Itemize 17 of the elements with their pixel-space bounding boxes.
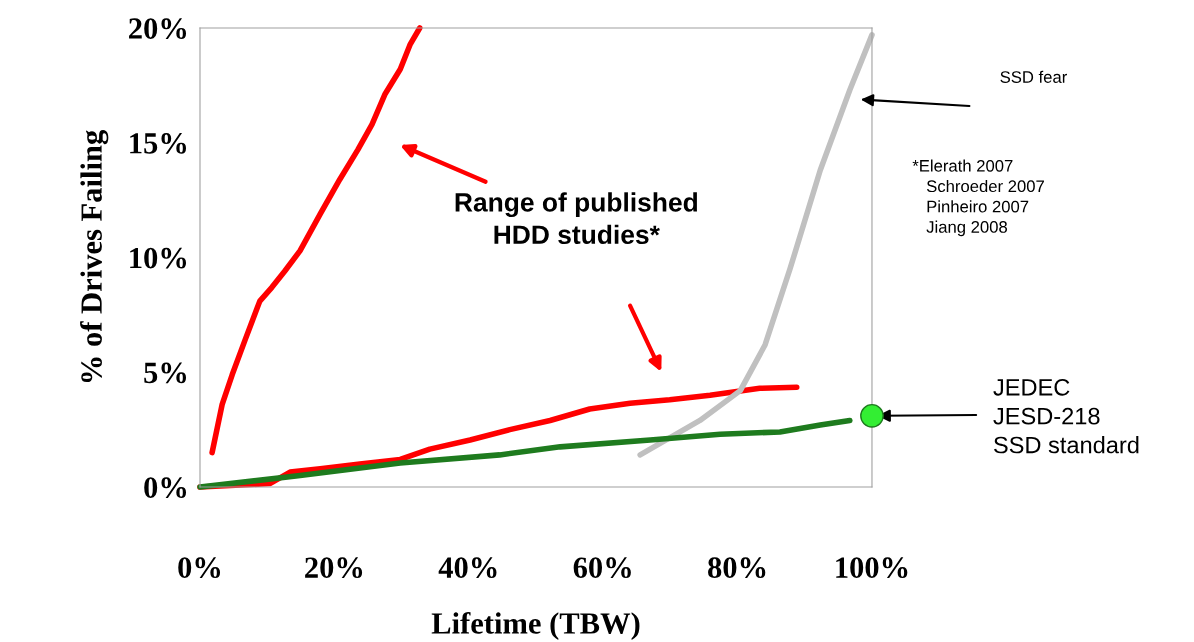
x-tick-label: 40% (438, 557, 497, 579)
x-tick-label: 20% (305, 557, 363, 579)
x-tick-label: 0% (178, 557, 221, 579)
annotation: Range of published HDD studies* (455, 192, 697, 245)
y-tick-label: 0% (144, 477, 187, 499)
y-axis-title: % of Drives Failing (80, 130, 109, 383)
x-tick-label: 60% (573, 557, 631, 579)
annotation: JEDEC JESD-218 SSD standard (993, 378, 1139, 454)
text: *Elerath 2007 Schroeder 2007 Pinheiro 2007 Jiang 2008 (912, 159, 1044, 237)
x-tick-label: 80% (708, 557, 766, 579)
y-tick-label: 20% (129, 18, 187, 39)
y-tick-label: 10% (130, 247, 187, 269)
y-tick-label: 15% (130, 133, 187, 154)
text: SSD fear (1000, 70, 1067, 83)
y-tick-label: 5% (144, 362, 187, 384)
x-tick-label: 100% (836, 557, 908, 579)
x-axis-title: Lifetime (TBW) (431, 611, 640, 640)
